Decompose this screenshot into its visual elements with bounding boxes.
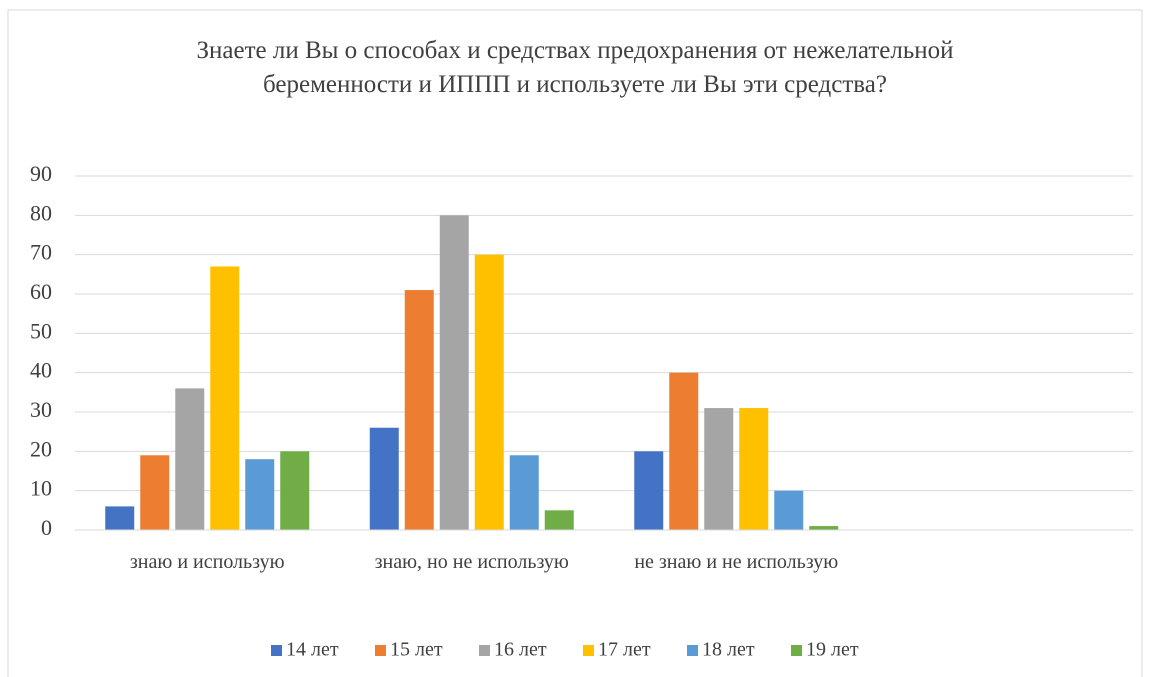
- x-tick-label: знаю, но не использую: [374, 551, 569, 573]
- y-tick-label: 90: [30, 161, 52, 186]
- x-tick-label: не знаю и не использую: [634, 551, 839, 573]
- legend-swatch: [687, 645, 698, 656]
- bar: [704, 408, 734, 530]
- bar: [439, 215, 469, 531]
- legend-label: 17 лет: [598, 639, 651, 661]
- legend-swatch: [271, 645, 282, 656]
- bar: [245, 459, 275, 530]
- y-tick-label: 50: [30, 318, 52, 343]
- legend-swatch: [479, 645, 490, 656]
- legend-label: 15 лет: [390, 639, 443, 661]
- bar: [105, 506, 135, 530]
- legend-swatch: [791, 645, 802, 656]
- chart-title: Знаете ли Вы о способах и средствах пред…: [196, 37, 954, 98]
- bar: [739, 408, 769, 530]
- bar: [634, 451, 664, 530]
- bar: [809, 526, 839, 530]
- bar: [210, 266, 240, 530]
- bar: [669, 372, 699, 530]
- y-tick-label: 70: [30, 240, 52, 265]
- legend-label: 18 лет: [702, 639, 755, 661]
- y-tick-label: 10: [30, 476, 52, 501]
- bar: [369, 427, 399, 530]
- bar: [509, 455, 539, 530]
- bar: [474, 254, 504, 530]
- bar: [140, 455, 170, 530]
- bar: [774, 490, 804, 530]
- bar: [175, 388, 205, 530]
- y-tick-label: 20: [30, 436, 52, 461]
- bar: [544, 510, 574, 530]
- y-tick-label: 80: [30, 200, 52, 225]
- legend-label: 19 лет: [806, 639, 859, 661]
- bar: [280, 451, 310, 530]
- bar: [404, 290, 434, 530]
- y-tick-label: 30: [30, 397, 52, 422]
- x-tick-label: знаю и использую: [129, 551, 285, 573]
- y-tick-label: 60: [30, 279, 52, 304]
- legend-swatch: [375, 645, 386, 656]
- legend-swatch: [583, 645, 594, 656]
- legend-label: 14 лет: [286, 639, 339, 661]
- chart-border: [7, 9, 1143, 677]
- y-tick-label: 0: [41, 515, 52, 540]
- y-tick-label: 40: [30, 358, 52, 383]
- legend-label: 16 лет: [494, 639, 547, 661]
